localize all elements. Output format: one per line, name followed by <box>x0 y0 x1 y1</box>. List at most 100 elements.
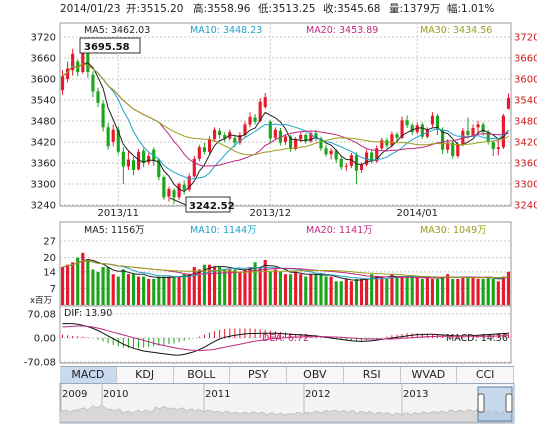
candle <box>218 128 222 139</box>
candle <box>263 93 267 109</box>
volume-bar <box>223 269 227 305</box>
price-tick-right: 3420 <box>514 138 537 149</box>
candle <box>471 124 475 137</box>
candle-body <box>81 48 85 72</box>
candle <box>172 188 176 204</box>
candle-body <box>496 147 500 149</box>
macd-tick-label: -70.08 <box>24 358 56 369</box>
volume-bar <box>349 281 353 305</box>
volume-bar <box>212 267 217 305</box>
price-tick-left: 3480 <box>31 117 56 128</box>
candle <box>268 120 272 143</box>
vol-legend-ma20: MA20: 1141万 <box>306 225 373 236</box>
macd-y-axis: -70.08 0.00 70.08 <box>24 310 56 369</box>
macd-tick-label: 70.08 <box>27 310 56 321</box>
candle-body <box>324 148 328 155</box>
candle-body <box>66 68 70 79</box>
overview-left-handle[interactable] <box>477 393 485 413</box>
candle-body <box>294 139 298 149</box>
candle <box>446 139 450 154</box>
candle-body <box>142 150 146 163</box>
tab-kdj[interactable]: KDJ <box>117 367 174 383</box>
candle <box>142 148 146 168</box>
volume-bar <box>177 276 181 305</box>
volume-bar <box>263 259 267 305</box>
candle-body <box>172 190 176 198</box>
tab-rsi[interactable]: RSI <box>344 367 401 383</box>
volume-bar <box>415 276 419 305</box>
macd-lines <box>62 323 509 356</box>
candle-body <box>162 177 166 198</box>
volume-ma-lines <box>62 258 509 281</box>
candle-body <box>486 132 490 142</box>
volume-bar <box>76 257 80 305</box>
candle-body <box>268 121 272 139</box>
candle-body <box>207 139 212 152</box>
candle-body <box>218 130 222 135</box>
volume-bar <box>446 274 450 305</box>
candle-body <box>60 76 65 91</box>
candle <box>147 153 151 165</box>
candle-body <box>476 124 480 128</box>
volume-tick-label: 14 <box>43 267 56 278</box>
volume-bar <box>136 276 141 305</box>
ma30-line <box>62 63 509 156</box>
candle-body <box>344 165 348 167</box>
candle <box>496 139 500 156</box>
volume-bar <box>96 271 100 305</box>
candle-body <box>319 138 323 149</box>
candle-body <box>446 142 450 150</box>
candle-body <box>456 144 460 156</box>
volume-bar <box>60 267 65 305</box>
candle <box>324 144 328 157</box>
volume-bar <box>400 276 404 305</box>
volume-bar <box>167 276 171 305</box>
candle-body <box>410 125 414 133</box>
tab-wvad[interactable]: WVAD <box>401 367 458 383</box>
candle-body <box>121 151 125 167</box>
candle-body <box>116 129 120 152</box>
dea-line <box>62 325 509 352</box>
volume-bar <box>86 259 90 305</box>
volume-bar <box>466 276 470 305</box>
quote-low: 低:3513.25 <box>258 2 315 15</box>
candle <box>278 128 283 146</box>
volume-bar <box>187 274 191 305</box>
candle <box>167 186 171 202</box>
overview-right-handle[interactable] <box>505 393 513 413</box>
legend-ma5: MA5: 3462.03 <box>84 25 150 36</box>
overview-year-label: 2010 <box>103 389 128 400</box>
price-tick-right: 3480 <box>514 117 537 128</box>
volume-bar <box>268 271 272 305</box>
volume-bar <box>461 276 465 305</box>
quote-close: 收:3545.68 <box>323 2 380 15</box>
candle-body <box>126 159 130 167</box>
tab-boll[interactable]: BOLL <box>174 367 231 383</box>
min-annotation: 3242.52 <box>169 196 235 213</box>
candle-body <box>349 155 353 166</box>
tab-cci[interactable]: CCI <box>457 367 514 383</box>
candle-body <box>471 128 475 135</box>
candle <box>435 114 440 135</box>
tab-macd[interactable]: MACD <box>60 367 117 383</box>
candle <box>334 149 338 163</box>
price-x-tick-label: 2013/11 <box>98 208 140 219</box>
volume-bar <box>228 269 232 305</box>
candle <box>506 93 511 110</box>
volume-unit: x百万 <box>30 296 52 306</box>
tab-psy[interactable]: PSY <box>230 367 287 383</box>
volume-bar <box>131 274 136 305</box>
candle-body <box>481 124 485 133</box>
quote-change: 幅:1.01% <box>447 2 494 15</box>
candle-body <box>187 176 191 190</box>
candle <box>131 156 136 176</box>
candle <box>329 148 333 160</box>
tab-obv[interactable]: OBV <box>287 367 344 383</box>
candle-body <box>466 130 470 135</box>
candle-body <box>451 142 455 156</box>
volume-bar <box>385 278 389 305</box>
candle <box>192 156 196 178</box>
candle <box>385 137 389 149</box>
